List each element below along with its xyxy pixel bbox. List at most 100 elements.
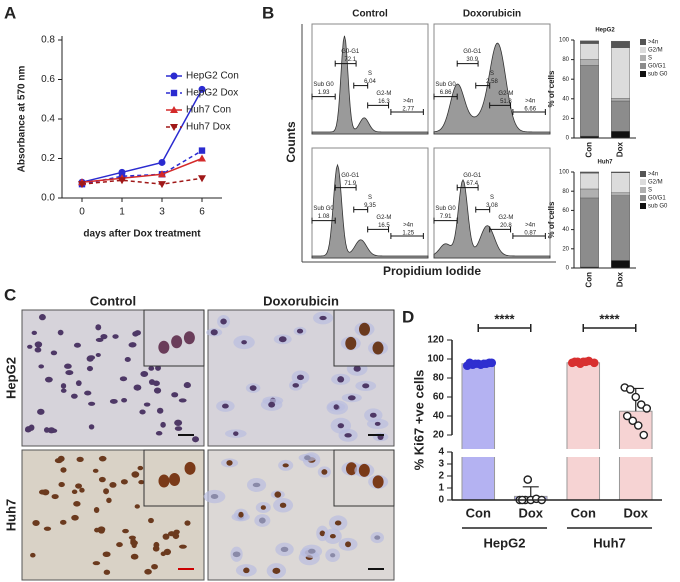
gate-value: 6.66 (524, 107, 536, 113)
nucleus (71, 514, 79, 521)
nucleus (308, 548, 316, 554)
micrograph (21, 449, 205, 581)
nucleus (86, 355, 94, 362)
gate-label: G0-G1 (341, 173, 360, 179)
nucleus (124, 357, 131, 362)
nucleus (95, 337, 104, 342)
nucleus (109, 481, 117, 488)
nucleus (34, 341, 43, 348)
y-tick-label: 20 (562, 116, 569, 122)
bar-segment (580, 65, 600, 137)
gate-label: G0-G1 (463, 173, 482, 179)
y-tick-label: 60 (562, 208, 569, 214)
inset-nucleus (169, 472, 181, 486)
x-tick-label: Con (571, 505, 596, 520)
legend-label: HepG2 Con (186, 71, 239, 82)
nucleus (130, 538, 136, 545)
nucleus (279, 502, 287, 508)
legend-label: S (648, 188, 652, 194)
nucleus (174, 426, 183, 431)
scale-bar (368, 568, 384, 570)
x-tick-label: Dox (616, 271, 625, 287)
nucleus (174, 419, 183, 426)
error-bar (522, 486, 539, 497)
gate-value: 16.5 (378, 223, 390, 229)
y-tick-label: 0.2 (41, 153, 55, 164)
series-line (81, 177, 203, 185)
y-tick-label: 80 (433, 373, 445, 384)
inset-nucleus (183, 331, 195, 345)
nucleus (374, 535, 381, 540)
nucleus (103, 569, 111, 575)
legend-swatch (640, 47, 646, 53)
y-axis-label: Counts (284, 121, 298, 163)
nucleus (86, 365, 94, 372)
y-tick-label: 40 (562, 96, 569, 102)
group-label: Huh7 (593, 535, 626, 550)
nucleus (233, 431, 239, 436)
y-tick-label: 0.6 (41, 74, 55, 85)
data-point (487, 358, 497, 368)
gate-label: G2-M (376, 215, 391, 221)
legend-swatch (640, 203, 646, 209)
nucleus (155, 431, 163, 436)
nucleus (153, 387, 162, 394)
y-tick-label: 60 (433, 392, 445, 403)
group-label: HepG2 (484, 535, 526, 550)
nucleus (133, 384, 142, 391)
y-axis-label: % of cells (547, 201, 556, 238)
column-header: Doxorubicin (263, 293, 339, 308)
nucleus (296, 374, 305, 381)
nucleus (102, 551, 111, 558)
y-tick-label: 0.0 (41, 193, 55, 204)
nucleus (38, 314, 46, 321)
x-tick-label: Dox (616, 141, 625, 157)
gate-value: 67.4 (466, 181, 478, 187)
gate-value: 3.08 (486, 203, 498, 209)
nucleus (272, 567, 281, 574)
nucleus (60, 388, 67, 393)
nucleus (64, 363, 72, 369)
bar (461, 363, 496, 501)
data-point (628, 416, 638, 426)
scale-bar (178, 568, 194, 570)
nucleus (238, 511, 244, 518)
series-line (81, 89, 203, 183)
nucleus (143, 402, 151, 407)
gate-label: S (490, 195, 494, 201)
y-tick-label: 100 (559, 38, 570, 44)
nucleus (76, 456, 84, 462)
nucleus (333, 404, 339, 410)
nucleus (130, 553, 139, 560)
x-tick-label: 1 (119, 207, 125, 218)
inset-nucleus (372, 475, 384, 489)
nucleus (334, 520, 342, 526)
nucleus (160, 421, 166, 428)
legend-swatch (640, 171, 646, 177)
nucleus (260, 505, 266, 510)
axis-break-gap (451, 449, 663, 457)
nucleus (140, 371, 149, 377)
data-point (642, 404, 652, 413)
x-tick-label: Con (466, 505, 491, 520)
data-point (78, 181, 86, 189)
legend-marker (170, 72, 178, 80)
scale-bar (368, 434, 384, 436)
nucleus (319, 530, 326, 537)
gate-value: 1.25 (402, 231, 414, 237)
data-point (198, 154, 206, 162)
nucleus (75, 483, 83, 489)
nucleus (98, 476, 106, 483)
data-point (198, 85, 206, 93)
bar-segment (611, 47, 631, 99)
nucleus (43, 526, 52, 531)
nucleus (73, 342, 81, 348)
data-point (158, 158, 166, 166)
y-tick-label: 40 (562, 227, 569, 233)
legend-label: G2/M (648, 48, 663, 54)
nucleus (88, 401, 96, 406)
nucleus (60, 383, 67, 389)
x-axis-label: days after Dox treatment (83, 229, 201, 240)
y-tick-label: 1 (438, 483, 444, 494)
gate-label: >4n (403, 99, 413, 105)
